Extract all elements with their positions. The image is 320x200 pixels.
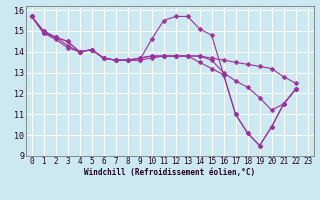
X-axis label: Windchill (Refroidissement éolien,°C): Windchill (Refroidissement éolien,°C)	[84, 168, 255, 177]
